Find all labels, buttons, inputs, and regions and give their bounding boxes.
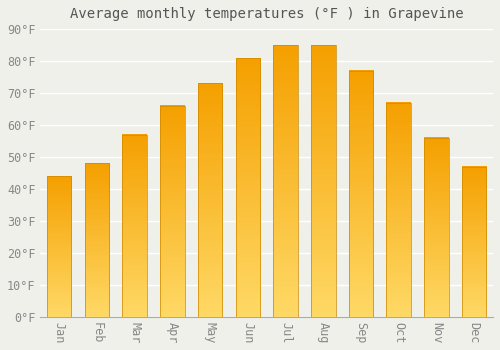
Bar [311,45,336,317]
Bar [424,138,448,317]
Title: Average monthly temperatures (°F ) in Grapevine: Average monthly temperatures (°F ) in Gr… [70,7,464,21]
Bar [236,58,260,317]
Bar [160,106,184,317]
Bar [47,176,72,317]
Bar [386,103,411,317]
Bar [274,45,298,317]
Bar [198,83,222,317]
Bar [84,163,109,317]
Bar [462,167,486,317]
Bar [122,134,147,317]
Bar [348,71,374,317]
